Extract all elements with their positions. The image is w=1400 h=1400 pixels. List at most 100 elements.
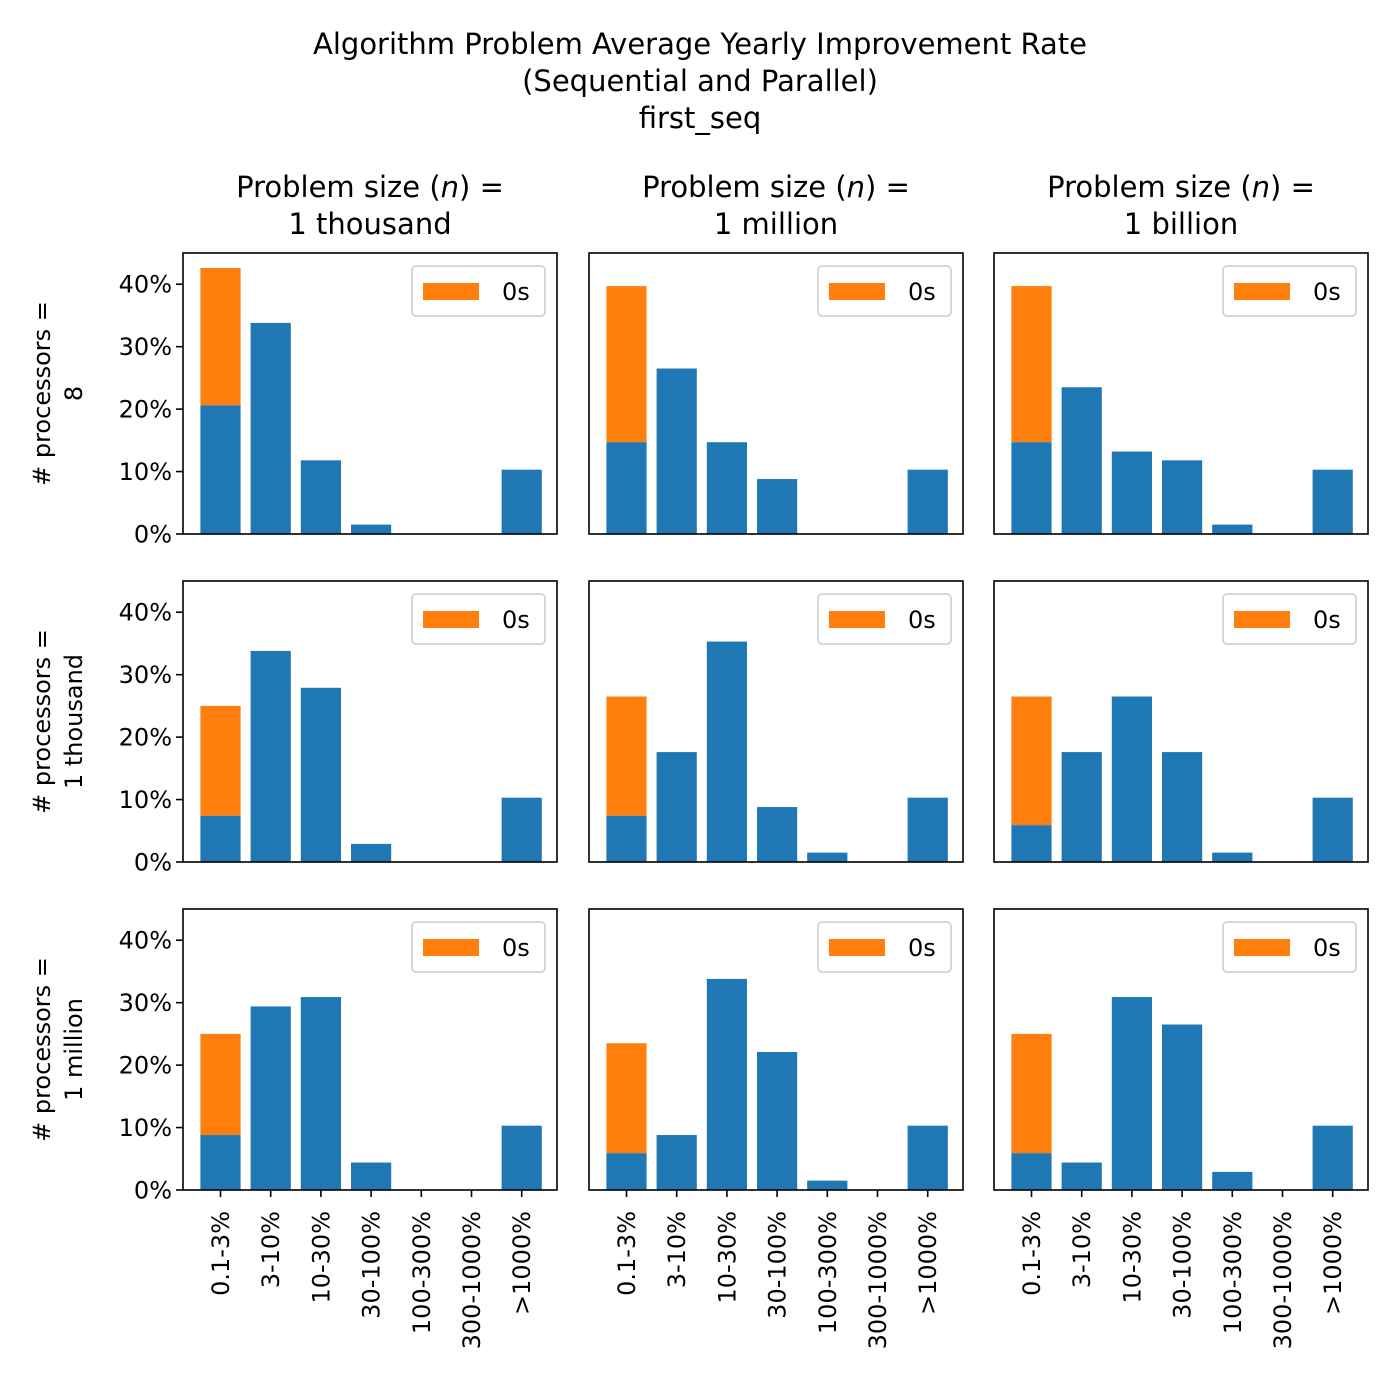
bar — [1212, 1171, 1253, 1190]
y-tick-label: 10% — [119, 786, 172, 814]
column-title-part-1: Problem size ( — [642, 170, 847, 204]
column-title-part-3: ) = — [1270, 170, 1315, 204]
x-tick-label: 300-1000% — [458, 1211, 486, 1349]
y-tick-label: 0% — [134, 521, 172, 549]
legend: 0s — [817, 921, 952, 973]
bar — [706, 641, 747, 862]
bar-zeros — [1011, 696, 1052, 826]
y-tick-label: 20% — [119, 724, 172, 752]
bar — [250, 1006, 291, 1190]
bar — [1011, 825, 1052, 862]
legend-label-zeros: 0s — [502, 278, 530, 306]
figure-title-line-3: first_seq — [639, 101, 762, 135]
x-tick-label: 0.1-3% — [1018, 1211, 1046, 1296]
bar — [1011, 442, 1052, 534]
bar-zeros — [606, 1043, 647, 1154]
x-tick-label: 30-100% — [358, 1211, 386, 1319]
x-tick-label: 100-300% — [1219, 1211, 1247, 1334]
x-tick-label: 0.1-3% — [207, 1211, 235, 1296]
column-title-part-2: n — [441, 170, 459, 204]
bar — [606, 1153, 647, 1190]
bar — [1061, 752, 1102, 862]
legend-swatch-zeros — [423, 939, 479, 956]
legend-swatch-zeros — [423, 611, 479, 628]
axes-frame — [182, 908, 558, 1191]
column-title-line-2: 1 million — [714, 207, 838, 241]
axes-frame — [588, 908, 964, 1191]
y-tick-label: 10% — [119, 458, 172, 486]
bar — [1011, 1153, 1052, 1190]
legend-label-zeros: 0s — [502, 606, 530, 634]
x-tick-label: 100-300% — [814, 1211, 842, 1334]
bar — [351, 524, 392, 534]
legend-label-zeros: 0s — [502, 934, 530, 962]
legend-swatch-zeros — [1234, 939, 1290, 956]
bar — [250, 322, 291, 534]
row-title-line-2: 8 — [60, 386, 88, 401]
row-title-line-2: 1 thousand — [60, 654, 88, 789]
bar — [501, 797, 542, 862]
x-tick-label: 3-10% — [1068, 1211, 1096, 1288]
column-title-line-1: Problem size (n) = — [642, 170, 910, 204]
panel-3-3: 0.1-3% 3-10% 10-30% 30-100% 100-300% 300-1000… — [993, 908, 1369, 1349]
bar — [1111, 451, 1152, 534]
x-tick-label: 10-30% — [713, 1211, 741, 1304]
bar — [757, 1051, 798, 1190]
bar — [501, 469, 542, 534]
panel-2-1: 0% 10% 20% 30% 40% 0s — [119, 580, 558, 877]
x-tick-label: 3-10% — [663, 1211, 691, 1288]
row-title-line-1: # processors = — [28, 301, 56, 486]
bar-zeros — [606, 696, 647, 816]
bar — [200, 405, 241, 534]
panel-1-1: 0% 10% 20% 30% 40% 0s — [119, 252, 558, 549]
bar — [656, 752, 697, 862]
legend: 0s — [1222, 265, 1357, 317]
axes-frame — [993, 252, 1369, 535]
bar — [1312, 1125, 1353, 1190]
legend: 0s — [411, 265, 546, 317]
axes-frame — [993, 908, 1369, 1191]
x-tick-label: 10-30% — [1118, 1211, 1146, 1304]
column-title-part-3: ) = — [459, 170, 504, 204]
y-tick-label: 20% — [119, 1052, 172, 1080]
column-title-line-1: Problem size (n) = — [1047, 170, 1315, 204]
legend-swatch-zeros — [829, 939, 885, 956]
x-tick-label: >1000% — [508, 1211, 536, 1315]
bar — [757, 807, 798, 862]
legend-label-zeros: 0s — [908, 606, 936, 634]
x-tick-label: >1000% — [1319, 1211, 1347, 1315]
panel-1-3: 0s — [993, 252, 1369, 535]
bar — [656, 1135, 697, 1190]
bar — [1312, 797, 1353, 862]
bar — [757, 479, 798, 534]
bar — [1162, 1024, 1203, 1190]
axes-frame — [993, 580, 1369, 863]
figure-title-line-2: (Sequential and Parallel) — [522, 64, 878, 98]
x-tick-label: 30-100% — [1169, 1211, 1197, 1319]
legend-swatch-zeros — [423, 283, 479, 300]
bar — [807, 1180, 848, 1190]
legend-swatch-zeros — [829, 611, 885, 628]
x-tick-label: 3-10% — [257, 1211, 285, 1288]
legend: 0s — [411, 593, 546, 645]
bar — [606, 442, 647, 534]
row-title-line-1: # processors = — [28, 629, 56, 814]
panel-3-1: 0% 10% 20% 30% 40% 0.1-3% 3-10% 10-30% 30-100% 10… — [119, 908, 558, 1349]
column-title-line-2: 1 thousand — [288, 207, 451, 241]
y-tick-label: 30% — [119, 333, 172, 361]
y-tick-label: 20% — [119, 396, 172, 424]
legend-label-zeros: 0s — [1313, 278, 1341, 306]
axes-frame — [182, 252, 558, 535]
y-tick-label: 30% — [119, 989, 172, 1017]
axes-frame — [588, 580, 964, 863]
bar — [200, 815, 241, 862]
bar — [907, 1125, 948, 1190]
y-tick-label: 40% — [119, 271, 172, 299]
bar — [606, 815, 647, 862]
legend: 0s — [1222, 593, 1357, 645]
x-tick-label: 300-1000% — [864, 1211, 892, 1349]
legend-swatch-zeros — [829, 283, 885, 300]
legend-label-zeros: 0s — [908, 278, 936, 306]
panel-2-3: 0s — [993, 580, 1369, 863]
